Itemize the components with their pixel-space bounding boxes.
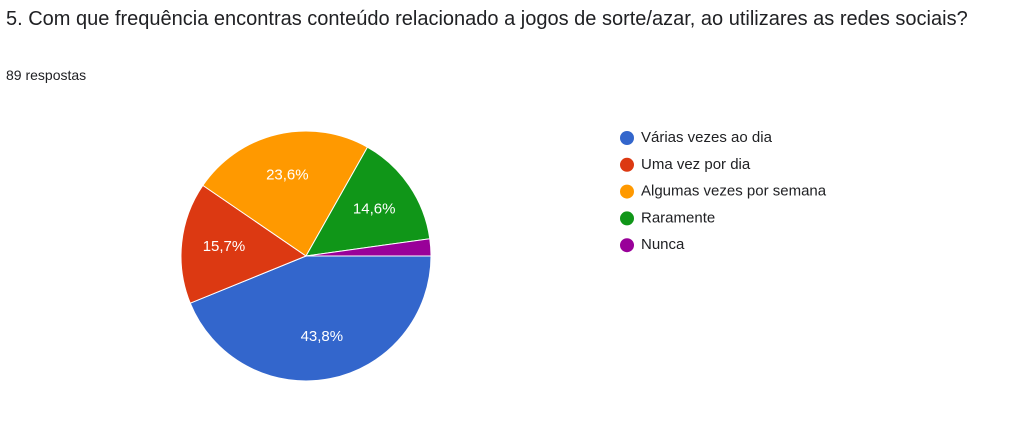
- legend-marker: [620, 184, 634, 199]
- slice-label: 15,7%: [203, 238, 246, 255]
- pie-slice: [305, 238, 432, 257]
- chart-title: 5. Com que frequência encontras conteúdo…: [6, 8, 968, 30]
- legend-marker: [620, 211, 634, 226]
- legend-label: Algumas vezes por semana: [641, 183, 827, 200]
- legend-marker: [620, 131, 634, 145]
- pie-slice: [189, 255, 432, 382]
- pie-slice: [305, 146, 431, 257]
- slice-label: 43,8%: [301, 328, 344, 345]
- slice-label: 14,6%: [353, 201, 396, 218]
- legend-marker: [620, 238, 634, 253]
- legend-label: Nunca: [641, 236, 685, 253]
- pie-slice: [180, 184, 308, 304]
- pie-slice: [202, 130, 369, 257]
- legend-label: Raramente: [641, 209, 715, 226]
- slice-label: 23,6%: [266, 167, 309, 184]
- legend-label: Uma vez por dia: [641, 156, 751, 173]
- legend-marker: [620, 157, 634, 172]
- legend-label: Várias vezes ao dia: [641, 129, 773, 146]
- chart-subtitle: 89 respostas: [6, 67, 87, 83]
